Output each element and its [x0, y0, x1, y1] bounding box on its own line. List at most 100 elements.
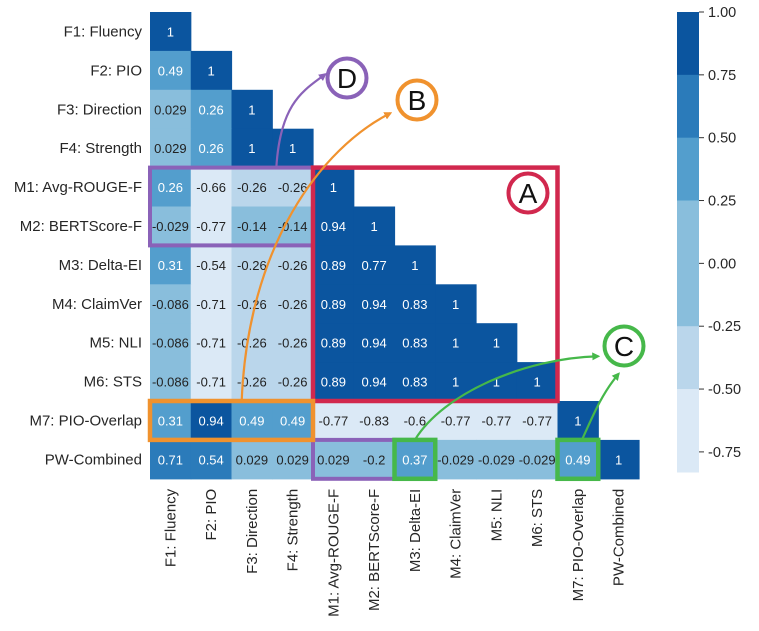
- cell-value-1-1: 1: [208, 63, 215, 78]
- heatmap-cell-11-4: [313, 439, 355, 480]
- annotation-c-box-pio: [555, 437, 601, 482]
- heatmap-cell-1-0: [150, 50, 192, 91]
- column-label-m5-nli: M5: NLI: [488, 489, 505, 542]
- heatmap-cell-10-3: [272, 401, 314, 441]
- cell-value-9-7: 1: [452, 375, 459, 390]
- colorbar-tick-label-2: 0.50: [708, 131, 736, 147]
- column-label-f3-direction: F3: Direction: [244, 489, 261, 574]
- heatmap-cell-7-5: [353, 284, 396, 324]
- row-label-f4-strength: F4: Strength: [59, 140, 142, 157]
- cell-value-2-1: 0.26: [198, 102, 223, 117]
- annotation-b-circle: [395, 78, 439, 122]
- heatmap-cell-11-5: [353, 439, 396, 480]
- annotation-b-box: [147, 398, 316, 443]
- colorbar-segment-4: [677, 326, 699, 390]
- annotation-b-arrow: [240, 112, 393, 402]
- heatmap-cell-7-1: [190, 284, 233, 324]
- heatmap-cell-6-3: [272, 245, 314, 285]
- heatmap-cell-11-2: [231, 439, 273, 480]
- cell-value-3-3: 1: [289, 141, 296, 156]
- heatmap-cell-8-8: [476, 323, 518, 363]
- cell-value-6-4: 0.89: [321, 258, 346, 273]
- annotation-c-arrow-2: [580, 372, 620, 441]
- cell-value-5-2: -0.14: [237, 219, 267, 234]
- row-label-m2-bertscore-f: M2: BERTScore-F: [20, 218, 142, 235]
- colorbar-tick-label-1: 0.75: [708, 68, 736, 84]
- annotation-c-circle: [602, 324, 646, 368]
- colorbar: 1.00 0.75 0.50 0.25 0.00 -0.25 -0.50 -0.75: [677, 5, 741, 473]
- annotation-c-label: C: [614, 331, 634, 362]
- cell-value-10-3: 0.49: [280, 413, 305, 428]
- heatmap-cell-5-4: [313, 206, 355, 246]
- heatmap-cell-8-3: [272, 323, 314, 363]
- cell-value-11-9: -0.029: [519, 452, 556, 467]
- colorbar-segment-0: [677, 12, 699, 76]
- heatmap-cell-10-1: [190, 401, 233, 441]
- heatmap-cell-8-7: [435, 323, 477, 363]
- heatmap-cell-5-1: [190, 206, 233, 246]
- column-label-m3-delta-ei: M3: Delta-EI: [407, 489, 424, 572]
- heatmap-cell-9-5: [353, 362, 396, 402]
- cell-value-7-7: 1: [452, 297, 459, 312]
- cell-value-10-6: -0.6: [404, 413, 426, 428]
- column-label-f4-strength: F4: Strength: [285, 489, 302, 572]
- heatmap-cell-8-4: [313, 323, 355, 363]
- heatmap-cell-11-11: [598, 439, 640, 480]
- cell-value-9-3: -0.26: [278, 375, 308, 390]
- cell-value-3-2: 1: [248, 141, 255, 156]
- cell-value-2-2: 1: [248, 102, 255, 117]
- cell-value-6-3: -0.26: [278, 258, 308, 273]
- heatmap-cell-1-1: [190, 50, 233, 91]
- cell-value-8-2: -0.26: [237, 336, 267, 351]
- annotation-overlays: A B C D: [147, 56, 646, 482]
- cell-value-11-0: 0.71: [158, 452, 183, 467]
- colorbar-segment-5: [677, 389, 699, 473]
- cell-value-5-0: -0.029: [152, 219, 189, 234]
- cell-value-10-10: 1: [574, 413, 581, 428]
- heatmap-cell-9-7: [435, 362, 477, 402]
- cell-value-9-5: 0.94: [361, 375, 386, 390]
- heatmap-cell-2-1: [190, 89, 233, 130]
- cell-value-10-9: -0.77: [522, 413, 552, 428]
- colorbar-tick-label-7: -0.75: [708, 445, 741, 461]
- cell-value-7-0: -0.086: [152, 297, 189, 312]
- row-label-m3-delta-ei: M3: Delta-EI: [59, 257, 142, 274]
- cell-value-11-1: 0.54: [198, 452, 223, 467]
- cell-value-9-2: -0.26: [237, 375, 267, 390]
- colorbar-tick-label-4: 0.00: [708, 256, 736, 272]
- heatmap-cell-6-0: [150, 245, 192, 285]
- cell-value-4-3: -0.26: [278, 180, 308, 195]
- heatmap-cell-3-1: [190, 128, 233, 169]
- cell-value-11-7: -0.029: [437, 452, 474, 467]
- heatmap-cell-9-4: [313, 362, 355, 402]
- cell-value-0-0: 1: [167, 24, 174, 39]
- cell-value-6-5: 0.77: [361, 258, 386, 273]
- column-labels: F1: Fluency F2: PIO F3: Direction F4: Stren…: [162, 488, 627, 617]
- heatmap-cell-9-0: [150, 362, 192, 402]
- heatmap-cell-4-1: [190, 167, 233, 208]
- heatmap-cell-0-0: [150, 12, 192, 52]
- heatmap-cell-10-9: [516, 401, 559, 441]
- annotation-d-arrow: [275, 73, 327, 168]
- heatmap-cell-10-2: [231, 401, 273, 441]
- heatmap-cell-5-0: [150, 206, 192, 246]
- row-label-m6-sts: M6: STS: [84, 374, 142, 391]
- cell-value-9-1: -0.71: [196, 375, 226, 390]
- heatmap-cell-7-6: [394, 284, 436, 324]
- cell-value-11-4: 0.029: [317, 452, 350, 467]
- cell-value-5-5: 1: [371, 219, 378, 234]
- heatmap-cell-11-3: [272, 439, 314, 480]
- cell-value-4-1: -0.66: [196, 180, 226, 195]
- cell-value-10-2: 0.49: [239, 413, 264, 428]
- cell-value-10-5: -0.83: [359, 413, 389, 428]
- heatmap-cell-9-8: [476, 362, 518, 402]
- heatmap-cell-7-4: [313, 284, 355, 324]
- heatmap-cell-11-0: [150, 439, 192, 480]
- heatmap-cell-8-5: [353, 323, 396, 363]
- row-label-m4-claimver: M4: ClaimVer: [52, 296, 142, 313]
- cell-value-10-1: 0.94: [198, 413, 223, 428]
- cell-value-10-0: 0.31: [158, 413, 183, 428]
- heatmap-cell-6-5: [353, 245, 396, 285]
- heatmap-cell-11-9: [516, 439, 559, 480]
- annotation-d-label: D: [337, 63, 357, 94]
